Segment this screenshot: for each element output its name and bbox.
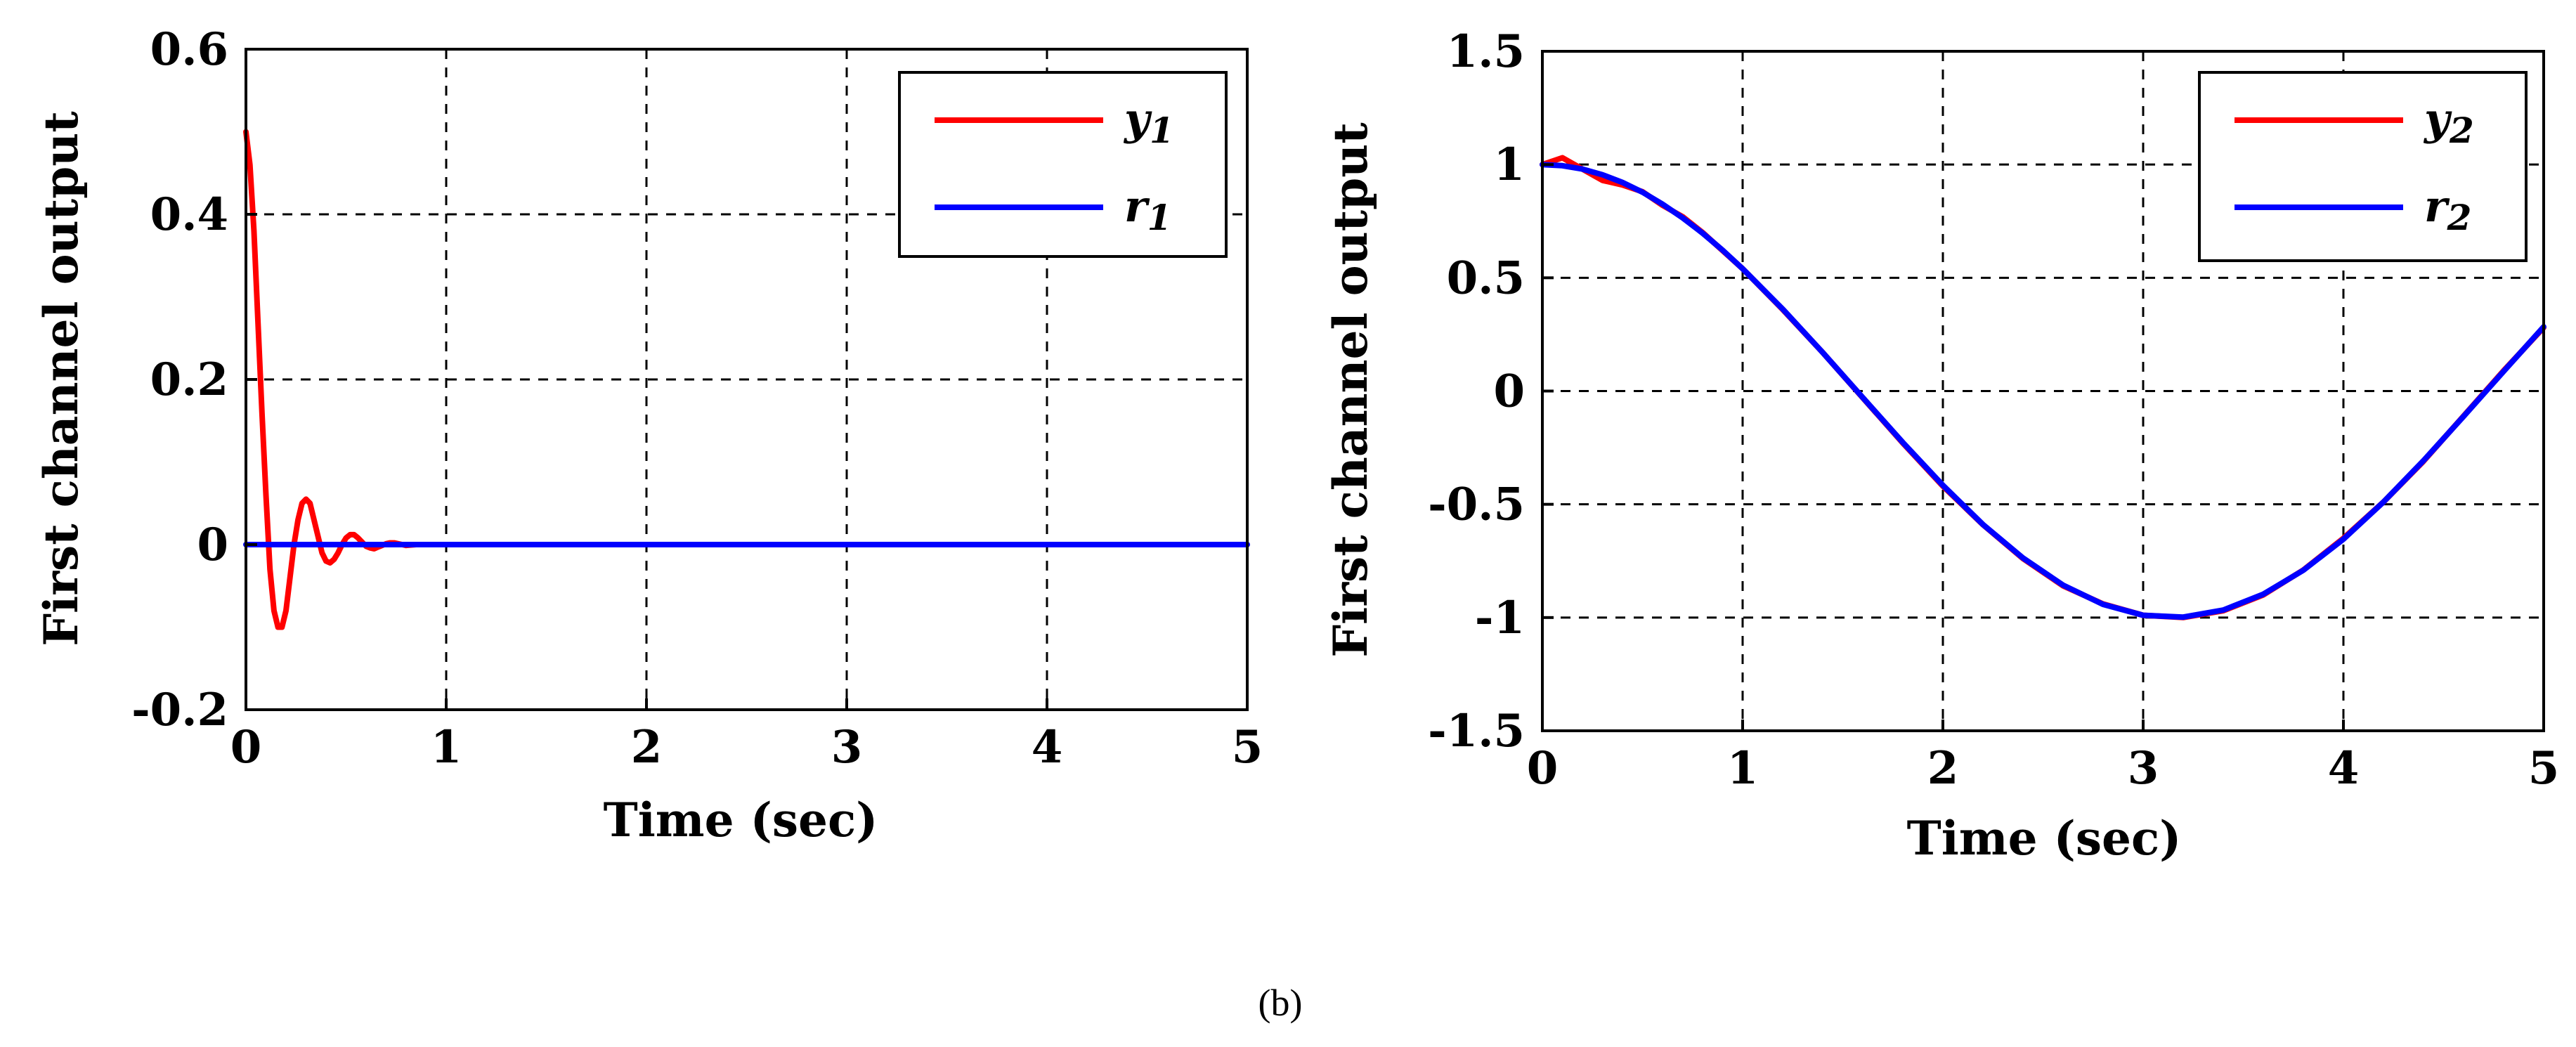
y-tick-label: -0.5 — [1428, 479, 1525, 531]
x-axis-label: Time (sec) — [604, 793, 878, 847]
y-tick-label: 0 — [197, 519, 228, 571]
figure-caption: (b) — [1258, 982, 1303, 1024]
x-tick-label: 0 — [1527, 742, 1559, 795]
chart-right: Time (sec) First channel output 0 1 2 3 4 5 -1… — [1323, 25, 2559, 866]
y-tick-label: 0.4 — [150, 188, 228, 241]
y-tick-label: 1.5 — [1447, 25, 1525, 78]
y-axis-label: First channel output — [34, 111, 89, 646]
x-axis-label: Time (sec) — [1907, 811, 2182, 866]
y-tick-label: -0.2 — [131, 684, 228, 736]
x-tick-label: 3 — [2128, 742, 2159, 795]
legend-label-r1: r1 — [1124, 181, 1171, 238]
x-tick-label: 4 — [2328, 742, 2360, 795]
x-tick-label: 5 — [1232, 721, 1263, 774]
legend-label-y2: y2 — [2423, 93, 2474, 151]
y-tick-label: -1.5 — [1428, 705, 1525, 757]
y-tick-label: 0.6 — [150, 23, 228, 76]
chart-left: Time (sec) First channel output 0 1 2 3 4 5 -0… — [34, 23, 1263, 847]
y-tick-label: 0.5 — [1447, 252, 1525, 304]
x-tick-label: 3 — [831, 721, 863, 774]
y-tick-label: 1 — [1493, 138, 1525, 191]
x-tick-label: 2 — [1927, 742, 1959, 795]
legend-box — [2198, 71, 2528, 262]
x-tick-label: 0 — [230, 721, 262, 774]
x-tick-label: 5 — [2528, 742, 2560, 795]
legend-box — [898, 71, 1228, 258]
y-tick-label: 0 — [1493, 365, 1525, 418]
x-tick-label: 1 — [1727, 742, 1759, 795]
x-tick-label: 1 — [431, 721, 462, 774]
legend-label-y1: y1 — [1123, 93, 1174, 151]
y-axis-label: First channel output — [1323, 122, 1378, 658]
x-tick-label: 2 — [631, 721, 663, 774]
series-line-r2 — [1540, 162, 2546, 620]
x-tick-label: 4 — [1032, 721, 1063, 774]
y-tick-label: 0.2 — [150, 353, 228, 406]
y-tick-label: -1 — [1475, 592, 1525, 644]
legend-label-r2: r2 — [2424, 181, 2471, 238]
